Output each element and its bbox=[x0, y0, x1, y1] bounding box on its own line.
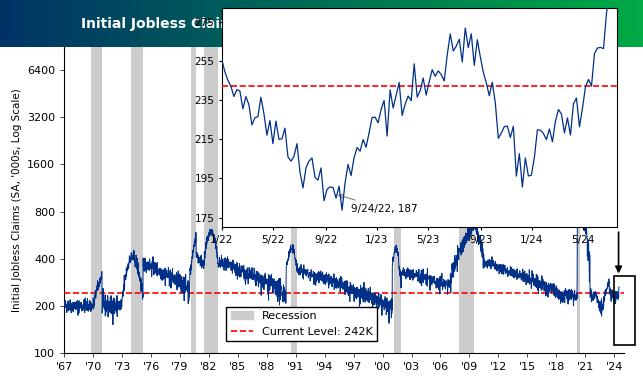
Bar bbox=[91, 47, 102, 353]
Bar bbox=[459, 47, 474, 353]
Legend: Recession, Current Level: 242K: Recession, Current Level: 242K bbox=[226, 307, 377, 341]
Bar bbox=[577, 47, 580, 353]
Text: Initial Jobless Claims (Seasonally Adjusted, '000s) Since 1967: Initial Jobless Claims (Seasonally Adjus… bbox=[82, 16, 561, 31]
Bar bbox=[291, 47, 298, 353]
Y-axis label: Initial Jobless Claims (SA, '000s, Log Scale): Initial Jobless Claims (SA, '000s, Log S… bbox=[12, 88, 22, 312]
Bar bbox=[394, 47, 401, 353]
Bar bbox=[192, 47, 196, 353]
Text: 9/24/22, 187: 9/24/22, 187 bbox=[339, 194, 417, 214]
Bar bbox=[131, 47, 143, 353]
Bar bbox=[204, 47, 218, 353]
